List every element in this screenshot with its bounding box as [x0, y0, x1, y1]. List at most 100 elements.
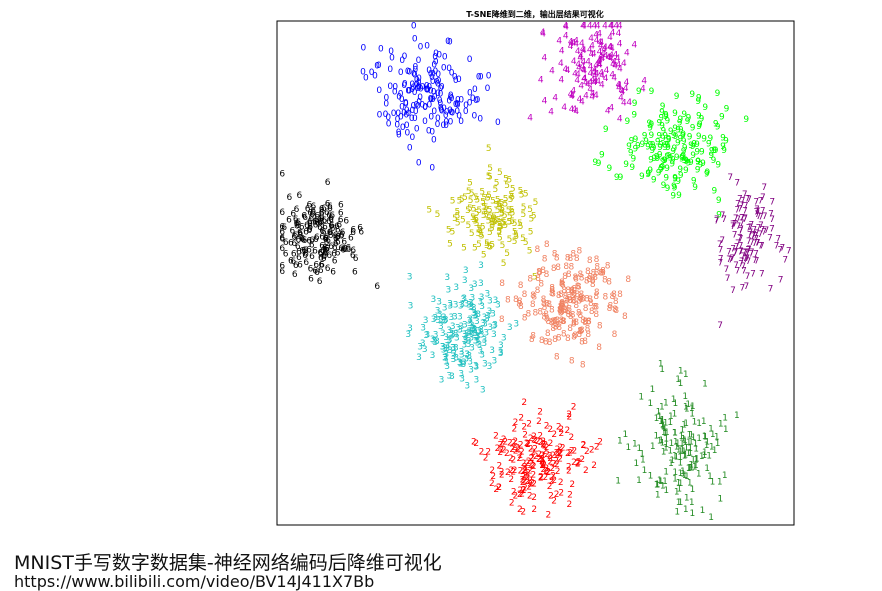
digit-point-6: 6 [319, 205, 325, 215]
digit-point-9: 9 [711, 146, 717, 156]
digit-point-2: 2 [584, 447, 590, 457]
digit-point-2: 2 [557, 455, 563, 465]
digit-point-9: 9 [629, 137, 635, 147]
digit-point-0: 0 [495, 118, 501, 128]
digit-point-5: 5 [490, 221, 496, 231]
digit-point-7: 7 [746, 237, 752, 247]
digit-point-0: 0 [369, 68, 375, 78]
digit-point-0: 0 [413, 107, 419, 117]
digit-point-3: 3 [458, 359, 464, 369]
digit-point-3: 3 [435, 307, 441, 317]
digit-point-6: 6 [303, 250, 309, 260]
digit-point-6: 6 [314, 215, 320, 225]
digit-point-2: 2 [489, 479, 495, 489]
digit-point-3: 3 [492, 322, 498, 332]
digit-point-8: 8 [587, 295, 593, 305]
digit-point-3: 3 [461, 358, 467, 368]
digit-point-8: 8 [541, 295, 547, 305]
digit-point-3: 3 [459, 347, 465, 357]
digit-point-8: 8 [554, 316, 560, 326]
digit-point-4: 4 [640, 85, 646, 95]
digit-point-8: 8 [586, 317, 592, 327]
digit-point-9: 9 [700, 159, 706, 169]
digit-point-5: 5 [512, 237, 518, 247]
digit-point-8: 8 [588, 273, 594, 283]
digit-point-7: 7 [746, 223, 752, 233]
digit-point-4: 4 [559, 75, 565, 85]
digit-point-0: 0 [411, 22, 417, 32]
digit-point-3: 3 [443, 333, 449, 343]
digit-point-9: 9 [719, 113, 725, 123]
digit-point-6: 6 [335, 225, 341, 235]
digit-point-4: 4 [538, 76, 544, 86]
digit-point-4: 4 [583, 78, 589, 88]
digit-point-3: 3 [466, 340, 472, 350]
digit-point-8: 8 [583, 304, 589, 314]
digit-point-8: 8 [592, 273, 598, 283]
digit-point-9: 9 [683, 156, 689, 166]
digit-point-1: 1 [693, 444, 699, 454]
digit-point-6: 6 [321, 204, 327, 214]
source-url[interactable]: https://www.bilibili.com/video/BV14J411X… [14, 572, 375, 591]
digit-point-5: 5 [509, 217, 515, 227]
digit-point-5: 5 [455, 208, 461, 218]
digit-point-0: 0 [424, 85, 430, 95]
digit-point-2: 2 [527, 476, 533, 486]
digit-point-2: 2 [515, 445, 521, 455]
digit-point-2: 2 [554, 490, 560, 500]
digit-point-5: 5 [462, 193, 468, 203]
digit-point-3: 3 [405, 330, 411, 340]
digit-point-5: 5 [455, 219, 461, 229]
digit-point-0: 0 [430, 69, 436, 79]
digit-point-0: 0 [431, 107, 437, 117]
digit-point-1: 1 [673, 437, 679, 447]
digit-point-7: 7 [724, 265, 730, 275]
digit-point-8: 8 [566, 270, 572, 280]
digit-point-6: 6 [327, 228, 333, 238]
digit-point-5: 5 [517, 219, 523, 229]
digit-point-5: 5 [504, 249, 510, 259]
digit-point-6: 6 [338, 244, 344, 254]
digit-point-2: 2 [519, 489, 525, 499]
digit-point-1: 1 [674, 443, 680, 453]
digit-point-1: 1 [689, 464, 695, 474]
digit-point-7: 7 [749, 238, 755, 248]
digit-point-5: 5 [499, 204, 505, 214]
digit-point-7: 7 [740, 262, 746, 272]
digit-point-7: 7 [732, 231, 738, 241]
digit-point-6: 6 [374, 282, 380, 292]
digit-point-4: 4 [576, 64, 582, 74]
digit-point-5: 5 [531, 212, 537, 222]
digit-point-1: 1 [664, 440, 670, 450]
digit-point-7: 7 [718, 246, 724, 256]
digit-point-2: 2 [521, 422, 527, 432]
digit-point-8: 8 [549, 318, 555, 328]
digit-point-4: 4 [592, 71, 598, 81]
digit-point-0: 0 [428, 113, 434, 123]
digit-point-2: 2 [501, 445, 507, 455]
digit-point-9: 9 [665, 117, 671, 127]
digit-point-0: 0 [360, 68, 366, 78]
digit-point-2: 2 [567, 491, 573, 501]
digit-point-1: 1 [682, 452, 688, 462]
digit-point-2: 2 [521, 459, 527, 469]
digit-point-3: 3 [442, 353, 448, 363]
digit-point-6: 6 [314, 233, 320, 243]
digit-point-8: 8 [518, 281, 524, 291]
digit-point-2: 2 [558, 489, 564, 499]
digit-point-1: 1 [692, 417, 698, 427]
digit-point-9: 9 [704, 169, 710, 179]
digit-point-9: 9 [629, 163, 635, 173]
digit-point-8: 8 [547, 338, 553, 348]
digit-point-1: 1 [687, 431, 693, 441]
digit-point-8: 8 [592, 303, 598, 313]
digit-point-2: 2 [497, 448, 503, 458]
digit-point-1: 1 [689, 404, 695, 414]
digit-point-2: 2 [473, 439, 479, 449]
digit-point-2: 2 [520, 508, 526, 518]
digit-point-0: 0 [411, 83, 417, 93]
digit-point-0: 0 [396, 93, 402, 103]
digit-point-3: 3 [464, 382, 470, 392]
digit-point-3: 3 [420, 339, 426, 349]
digit-point-1: 1 [626, 443, 632, 453]
